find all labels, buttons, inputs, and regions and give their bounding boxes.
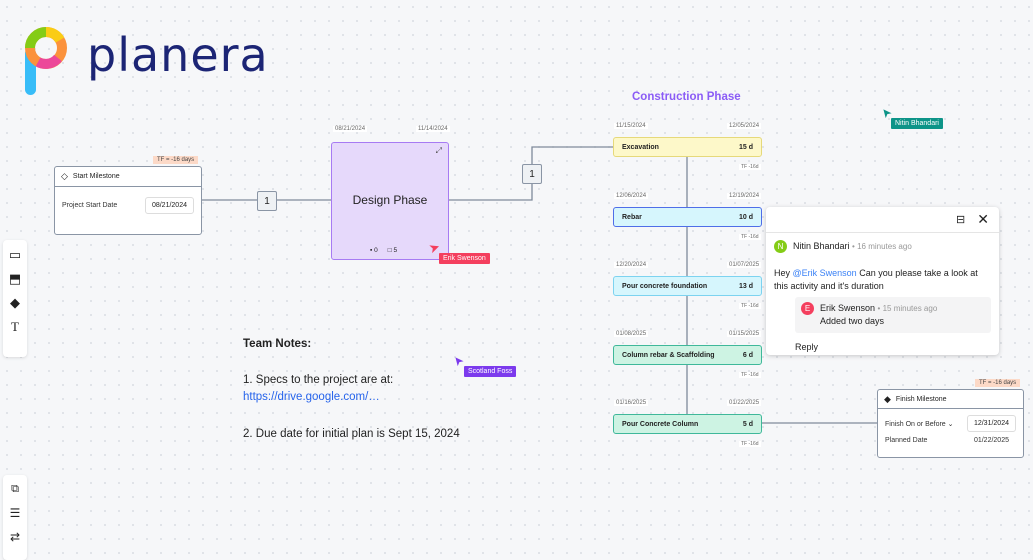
planned-date-value: 01/22/2025	[973, 437, 1009, 444]
notes-item: 2. Due date for initial plan is Sept 15,…	[243, 428, 460, 440]
count-a: 0	[374, 247, 378, 254]
diamond-filled-icon: ◆	[884, 393, 891, 404]
planera-logo	[24, 26, 68, 96]
notes-link[interactable]: https://drive.google.com/…	[243, 391, 380, 403]
task-total-float: TF -16d	[739, 372, 761, 378]
constraint-select[interactable]: Finish On or Before ⌄	[885, 420, 954, 428]
task-start-date: 01/16/2025	[614, 400, 649, 406]
start-tf-badge: TF = -16 days	[153, 156, 199, 164]
comment-text: Added two days	[820, 316, 885, 326]
task-end-date: 12/05/2024	[727, 123, 762, 129]
task-name: Column rebar & Scaffolding	[622, 351, 715, 359]
cursor-label: Erik Swenson	[439, 253, 490, 264]
shape-toolbar: ▭ ⬒ ◆ T	[3, 240, 27, 357]
task-name: Pour Concrete Column	[622, 420, 699, 428]
task-duration: 5 d	[742, 420, 753, 428]
task-total-float: TF -16d	[739, 164, 761, 170]
comment-icon: □	[387, 247, 392, 254]
design-start-date: 08/21/2024	[333, 126, 368, 132]
avatar: N	[774, 240, 787, 253]
task-start-date: 11/15/2024	[614, 123, 648, 129]
database-icon: ▪	[370, 247, 373, 254]
constraint-date-input[interactable]: 12/31/2024	[966, 415, 1016, 432]
rectangle-icon[interactable]: ▭	[8, 247, 22, 262]
task-name: Pour concrete foundation	[622, 282, 708, 290]
cursor-label: Nitin Bhandari	[891, 118, 943, 129]
chevron-down-icon: ⌄	[947, 420, 954, 428]
comment-time: 16 minutes ago	[857, 242, 912, 251]
design-phase-title: Design Phase	[352, 193, 428, 207]
start-milestone-title: Start Milestone	[72, 173, 120, 180]
project-start-label: Project Start Date	[62, 202, 118, 209]
task-name: Excavation	[622, 143, 659, 151]
task-total-float: TF -16d	[739, 303, 761, 309]
task-card[interactable]: Column rebar & Scaffolding 6 d	[613, 345, 762, 365]
comment-author: Erik Swenson	[820, 303, 876, 313]
cursor-label: Scotland Foss	[464, 366, 517, 377]
expand-icon[interactable]: ⤢	[435, 146, 442, 155]
mention-link[interactable]: @Erik Swenson	[792, 268, 857, 278]
task-start-date: 01/08/2025	[614, 331, 649, 337]
text-icon[interactable]: T	[11, 319, 19, 334]
construction-phase-title: Construction Phase	[632, 91, 741, 103]
notes-item: 1. Specs to the project are at:	[243, 374, 394, 386]
task-card[interactable]: Rebar 10 d	[613, 207, 762, 227]
task-end-date: 12/19/2024	[727, 193, 762, 199]
finish-milestone-card[interactable]: ◆ Finish Milestone Finish On or Before ⌄ …	[877, 389, 1024, 458]
comment-body: Hey @Erik Swenson Can you please take a …	[774, 268, 978, 291]
task-end-date: 01/22/2025	[727, 400, 762, 406]
task-duration: 13 d	[738, 282, 753, 290]
task-end-date: 01/15/2025	[727, 331, 762, 337]
close-icon[interactable]: ✕	[977, 211, 989, 227]
flow-icon[interactable]: ⇄	[9, 530, 21, 544]
planera-logo-icon	[25, 27, 67, 95]
comment-time: 15 minutes ago	[882, 304, 938, 313]
diamond-icon[interactable]: ◆	[10, 295, 20, 310]
comment-list-icon[interactable]: ⊟	[956, 214, 966, 226]
finish-tf-badge: TF = -16 days	[975, 379, 1021, 387]
design-phase-card[interactable]: ⤢ Design Phase ▪ 0 □ 5	[331, 142, 449, 260]
task-end-date: 01/07/2025	[727, 262, 762, 268]
planned-date-label: Planned Date	[885, 437, 928, 444]
notes-title: Team Notes:	[243, 338, 312, 350]
list-icon[interactable]: ☰	[9, 506, 21, 520]
brand-name: planera	[87, 28, 269, 82]
task-card[interactable]: Pour Concrete Column 5 d	[613, 414, 762, 434]
card-settings-icon[interactable]: ⧉	[11, 483, 19, 495]
project-start-date-input[interactable]: 08/21/2024	[144, 197, 194, 214]
lag-badge[interactable]: 1	[257, 191, 277, 211]
task-total-float: TF -16d	[739, 234, 761, 240]
task-name: Rebar	[622, 213, 642, 221]
task-card[interactable]: Pour concrete foundation 13 d	[613, 276, 762, 296]
reply-comment: E Erik Swenson • 15 minutes ago Added two…	[795, 297, 991, 333]
reply-button[interactable]: Reply	[795, 342, 819, 352]
count-b: 5	[393, 247, 398, 254]
task-duration: 10 d	[738, 213, 753, 221]
start-milestone-card[interactable]: ◇ Start Milestone Project Start Date 08/2…	[54, 166, 202, 235]
task-card[interactable]: Excavation 15 d	[613, 137, 762, 157]
finish-milestone-title: Finish Milestone	[895, 395, 947, 403]
task-duration: 6 d	[742, 351, 753, 359]
task-start-date: 12/20/2024	[614, 262, 649, 268]
design-end-date: 11/14/2024	[416, 126, 450, 132]
task-start-date: 12/06/2024	[614, 193, 649, 199]
task-total-float: TF -16d	[739, 441, 761, 447]
header-box-icon[interactable]: ⬒	[8, 271, 22, 286]
diamond-outline-icon: ◇	[61, 171, 68, 181]
view-toolbar: ⧉ ☰ ⇄	[3, 475, 27, 560]
avatar: E	[801, 302, 814, 315]
lag-badge[interactable]: 1	[522, 164, 542, 184]
comment-panel: ⊟ ✕ N Nitin Bhandari • 16 minutes ago He…	[766, 207, 999, 355]
task-duration: 15 d	[738, 143, 753, 151]
comment-author: Nitin Bhandari	[793, 241, 850, 251]
